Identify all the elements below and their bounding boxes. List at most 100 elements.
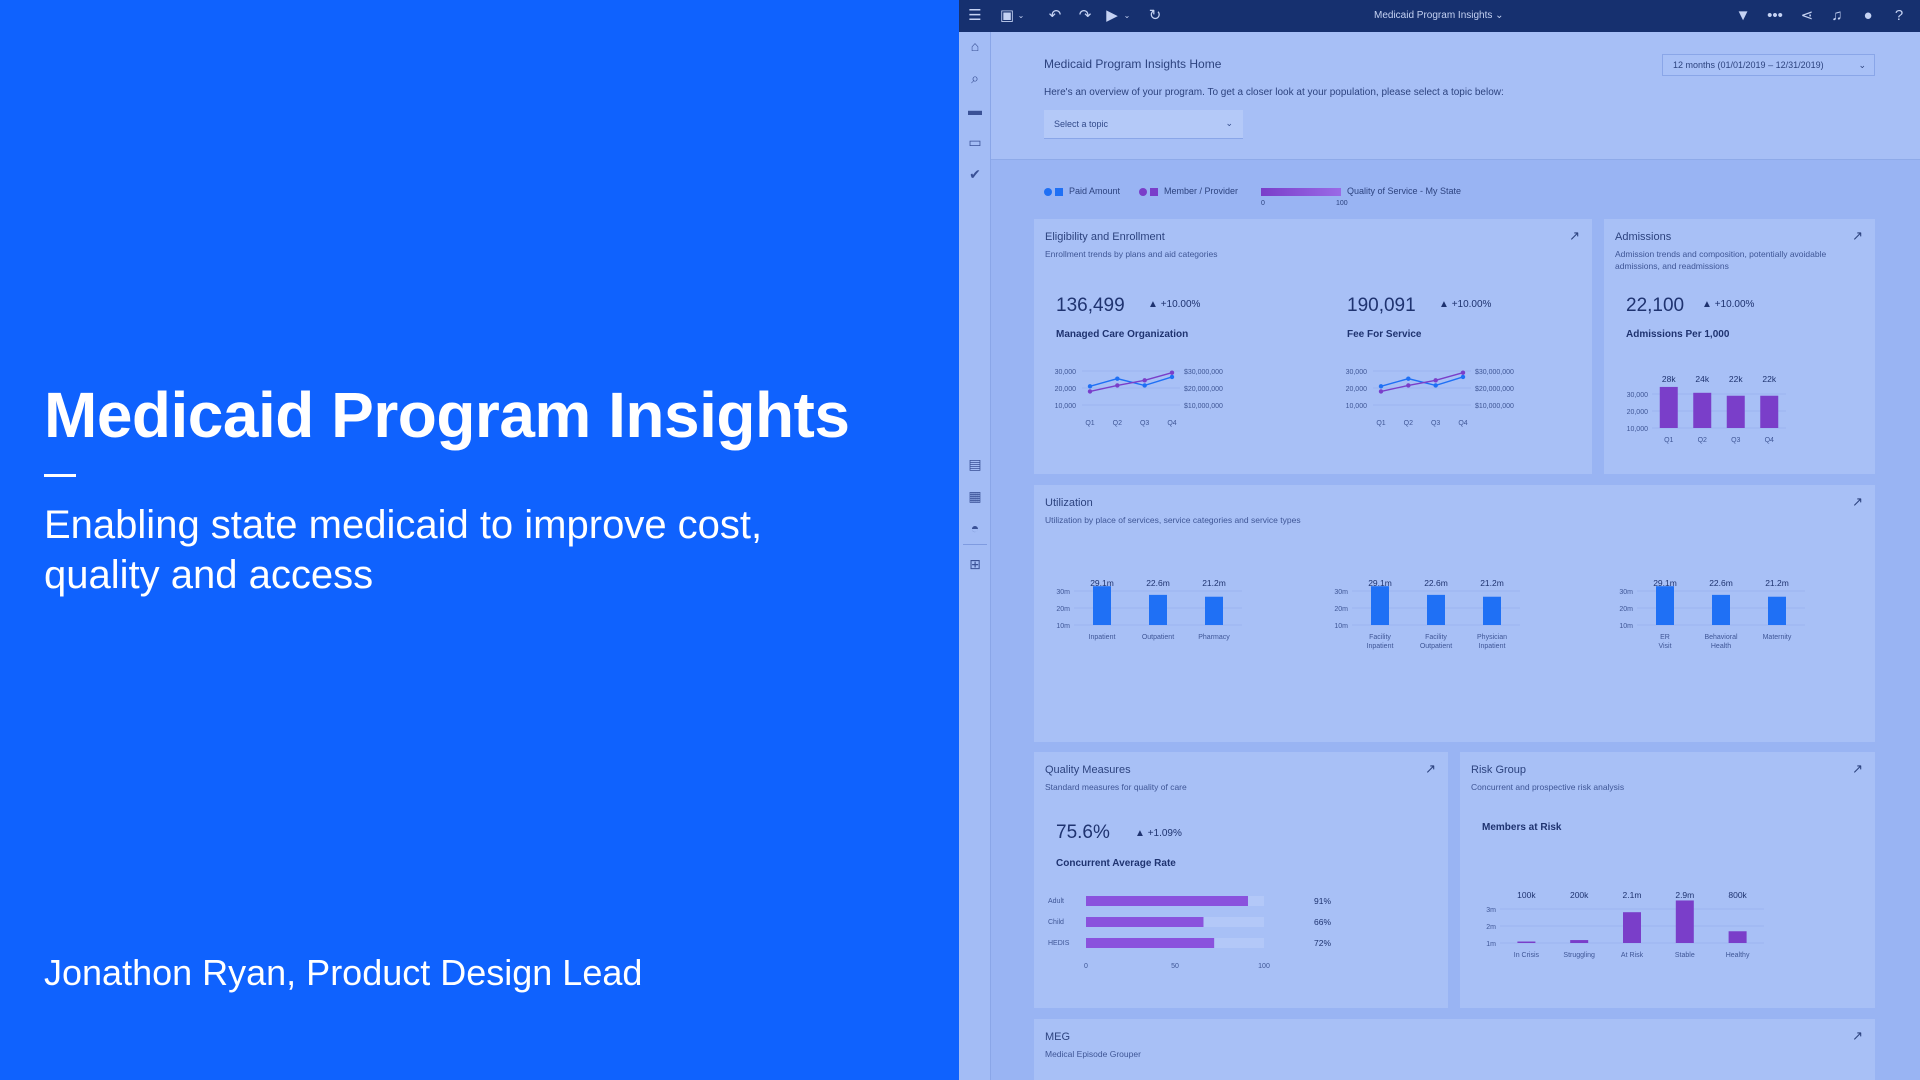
bar-value-label: 22k [1762,374,1776,384]
data-icon[interactable]: ▦ [968,488,982,504]
risk-group-card[interactable]: Risk Group Concurrent and prospective ri… [1460,752,1875,1008]
bar-value-label: 21.2m [1480,578,1504,588]
home-icon[interactable]: ⌂ [970,38,980,54]
bar [1623,912,1641,943]
expand-arrow-icon[interactable]: ↗ [1852,1028,1863,1043]
bar [1086,917,1204,927]
redo-icon[interactable]: ↷ [1078,7,1092,24]
search-icon[interactable]: ⌕ [971,70,979,86]
more-icon[interactable]: ••• [1767,7,1783,24]
y2-tick-label: $30,000,000 [1184,369,1223,376]
left-rail: ⌂ ⌕ ▬ ▭ ✔ ▤ ▦ ◓ ⊞ [959,32,991,1080]
notification-icon[interactable]: ♫ [1831,7,1843,24]
bar [1483,596,1501,625]
menu-icon[interactable]: ☰ [968,7,982,24]
card-description: Utilization by place of services, servic… [1045,515,1301,525]
expand-arrow-icon[interactable]: ↗ [1425,761,1436,776]
bar-value-label: 2.1m [1623,890,1642,900]
card-title: Utilization [1045,497,1093,509]
card-description: Enrollment trends by plans and aid categ… [1045,249,1218,259]
x-tick-label: Facility [1369,634,1391,641]
expand-arrow-icon[interactable]: ↗ [1852,228,1863,243]
app-title[interactable]: Medicaid Program Insights ⌄ [1374,10,1504,21]
y-tick-label: 30,000 [1627,392,1649,399]
add-icon[interactable]: ⊞ [969,556,981,572]
date-range-select[interactable]: 12 months (01/01/2019 – 12/31/2019) ⌄ [1662,54,1875,76]
x-tick-label: Stable [1675,952,1695,959]
y-tick-label: 10m [1056,623,1070,630]
utilization-card[interactable]: Utilization Utilization by place of serv… [1034,485,1875,742]
expand-arrow-icon[interactable]: ↗ [1852,761,1863,776]
admissions-card[interactable]: Admissions Admission trends and composit… [1604,219,1875,474]
x-tick-label: 0 [1084,963,1088,970]
quality-bar-chart: Adult 91% Child 66% HEDIS 72% 0 50 100 [1048,896,1331,970]
y-tick-label: 30m [1056,589,1070,596]
eligibility-card[interactable]: Eligibility and Enrollment Enrollment tr… [1034,219,1592,474]
topic-select[interactable]: Select a topic ⌄ [1044,110,1243,139]
team-folder-icon[interactable]: ▭ [968,134,982,150]
ffs-line-chart: 30,000 20,000 10,000 $30,000,000 $20,000,000… [1346,369,1514,427]
filter-icon[interactable]: ▼ [1735,7,1751,24]
expand-arrow-icon[interactable]: ↗ [1852,494,1863,509]
check-icon[interactable]: ✔ [969,166,981,182]
user-icon[interactable]: ● [1863,7,1873,24]
y2-tick-label: $10,000,000 [1475,403,1514,410]
y2-tick-label: $10,000,000 [1184,403,1223,410]
bar-value-label: 22.6m [1146,578,1170,588]
x-tick-label: Outpatient [1420,643,1452,650]
chevron-down-icon[interactable]: ⌄ [1017,11,1025,20]
data-point [1142,378,1147,383]
x-tick-label: At Risk [1621,952,1644,959]
bar-value-label: 22k [1729,374,1743,384]
x-tick-label: Inpatient [1089,634,1116,641]
y-tick-label: 20m [1619,606,1633,613]
bar [1149,594,1167,625]
bar-value-label: 100k [1517,890,1536,900]
x-tick-label: Behavioral [1704,634,1738,641]
kpi-value: 75.6% [1056,822,1110,843]
table-icon[interactable]: ▤ [968,456,982,472]
bar [1659,386,1678,428]
series-line [1380,376,1464,387]
play-icon[interactable]: ▶ [1106,7,1118,24]
y-tick-label: 10,000 [1055,403,1077,410]
y-tick-label: 10m [1619,623,1633,630]
legend-member-provider: Member / Provider [1139,186,1238,196]
title-slide-panel: Medicaid Program Insights Enabling state… [0,0,959,1080]
date-range-value: 12 months (01/01/2019 – 12/31/2019) [1673,60,1824,70]
undo-icon[interactable]: ↶ [1048,7,1062,24]
x-tick-label: Q3 [1731,437,1740,444]
meg-card[interactable]: MEG Medical Episode Grouper ↗ [1034,1019,1875,1080]
risk-bar-chart: 3m 2m 1m 100k In Crisis 200k Struggling 2.1m At … [1486,890,1764,959]
card-title: Eligibility and Enrollment [1045,231,1165,243]
bar [1205,596,1223,625]
y-tick-label: 3m [1486,907,1496,914]
bar [1086,896,1248,906]
chevron-down-icon[interactable]: ⌄ [1123,11,1131,20]
bar-value-label: 66% [1314,917,1331,927]
expand-arrow-icon[interactable]: ↗ [1569,228,1580,243]
bar [1517,941,1536,943]
save-icon[interactable]: ▣ [999,7,1015,24]
data-point [1087,384,1093,389]
metric-label: Managed Care Organization [1056,329,1189,340]
user-report-icon[interactable]: ◓ [970,520,980,536]
y-tick-label: 20m [1334,606,1348,613]
help-icon[interactable]: ? [1894,7,1904,24]
y-tick-label: HEDIS [1048,940,1070,947]
x-tick-label: Q1 [1085,420,1094,427]
bar-value-label: 72% [1314,938,1331,948]
refresh-icon[interactable]: ↻ [1148,7,1162,24]
x-tick-label: Q4 [1458,420,1467,427]
share-icon[interactable]: ⋖ [1800,7,1814,24]
quality-measures-card[interactable]: Quality Measures Standard measures for q… [1034,752,1448,1008]
folder-icon[interactable]: ▬ [968,102,982,118]
bar-value-label: 29.1m [1368,578,1392,588]
bar [1726,395,1745,428]
y-tick-label: 10,000 [1346,403,1368,410]
bar [1675,900,1694,943]
rail-divider [963,544,987,545]
y-tick-label: 30,000 [1055,369,1077,376]
x-tick-label: Q2 [1698,437,1707,444]
data-point [1433,383,1438,388]
